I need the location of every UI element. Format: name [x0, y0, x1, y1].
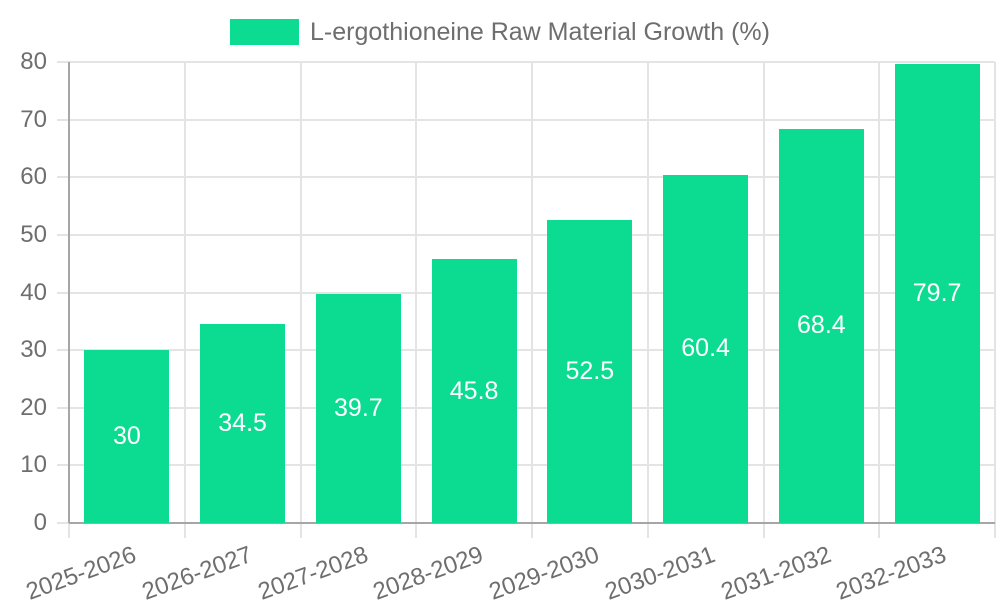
y-axis-tick-label: 80	[20, 48, 47, 75]
y-axis-tick-label: 60	[20, 163, 47, 191]
y-axis-tick-label: 20	[20, 393, 47, 421]
y-axis-tick-label: 0	[33, 509, 47, 536]
y-axis-tick-label: 70	[20, 105, 47, 133]
bar-2026-2027[interactable]: 34.5	[200, 324, 286, 523]
x-axis-tick-label: 2030-2031	[601, 541, 719, 600]
x-axis-tick-label: 2028-2029	[369, 541, 488, 600]
gridline-vertical	[299, 62, 302, 538]
bar-value-label: 39.7	[334, 394, 383, 423]
x-axis-tick-label: 2029-2030	[485, 541, 603, 600]
gridline-horizontal	[57, 233, 995, 236]
bar-2031-2032[interactable]: 68.4	[778, 128, 864, 523]
gridline-horizontal	[57, 176, 995, 179]
x-axis-tick-label: 2025-2026	[22, 541, 140, 600]
legend-label: L-ergothioneine Raw Material Growth (%)	[310, 18, 770, 46]
gridline-vertical	[531, 62, 533, 538]
gridline-horizontal	[57, 406, 995, 409]
y-axis-tick-label: 30	[20, 336, 47, 364]
x-axis-line	[69, 522, 995, 524]
gridline-vertical	[183, 62, 186, 538]
y-axis-tick-label: 40	[20, 278, 47, 306]
bar-2032-2033[interactable]: 79.7	[894, 63, 980, 523]
chart-legend: L-ergothioneine Raw Material Growth (%)	[0, 15, 1000, 49]
gridline-vertical	[762, 62, 765, 538]
y-axis-tick-label: 10	[20, 451, 47, 479]
bar-value-label: 52.5	[565, 357, 615, 386]
legend-swatch	[230, 19, 300, 45]
gridline-vertical	[415, 62, 418, 538]
bar-value-label: 60.4	[681, 334, 730, 363]
x-axis-tick-label: 2031-2032	[717, 541, 835, 600]
gridline-horizontal	[57, 349, 995, 352]
y-axis-line	[68, 62, 70, 523]
bar-value-label: 45.8	[449, 376, 499, 405]
gridline-vertical	[878, 62, 881, 538]
y-axis-tick-label: 50	[20, 220, 47, 248]
bar-value-label: 30	[112, 422, 141, 451]
bar-2027-2028[interactable]: 39.7	[315, 294, 401, 523]
bar-value-label: 34.5	[218, 409, 267, 438]
bar-value-label: 68.4	[797, 311, 846, 340]
x-axis-tick-label: 2027-2028	[254, 541, 372, 600]
bar-2029-2030[interactable]: 52.5	[547, 220, 633, 523]
x-axis-tick-label: 2032-2033	[832, 541, 951, 600]
gridline-vertical	[994, 62, 996, 538]
bar-2028-2029[interactable]: 45.8	[431, 259, 517, 523]
gridline-horizontal	[57, 61, 995, 63]
gridline-horizontal	[57, 464, 995, 467]
gridline-horizontal	[57, 522, 69, 524]
gridline-horizontal	[57, 291, 995, 294]
bar-value-label: 79.7	[912, 278, 962, 307]
gridline-horizontal	[57, 118, 995, 121]
legend-item[interactable]: L-ergothioneine Raw Material Growth (%)	[230, 19, 770, 45]
bar-2025-2026[interactable]: 30	[84, 350, 170, 523]
bar-2030-2031[interactable]: 60.4	[663, 174, 749, 523]
gridline-vertical	[646, 62, 649, 538]
x-axis-tick-label: 2026-2027	[138, 541, 256, 600]
